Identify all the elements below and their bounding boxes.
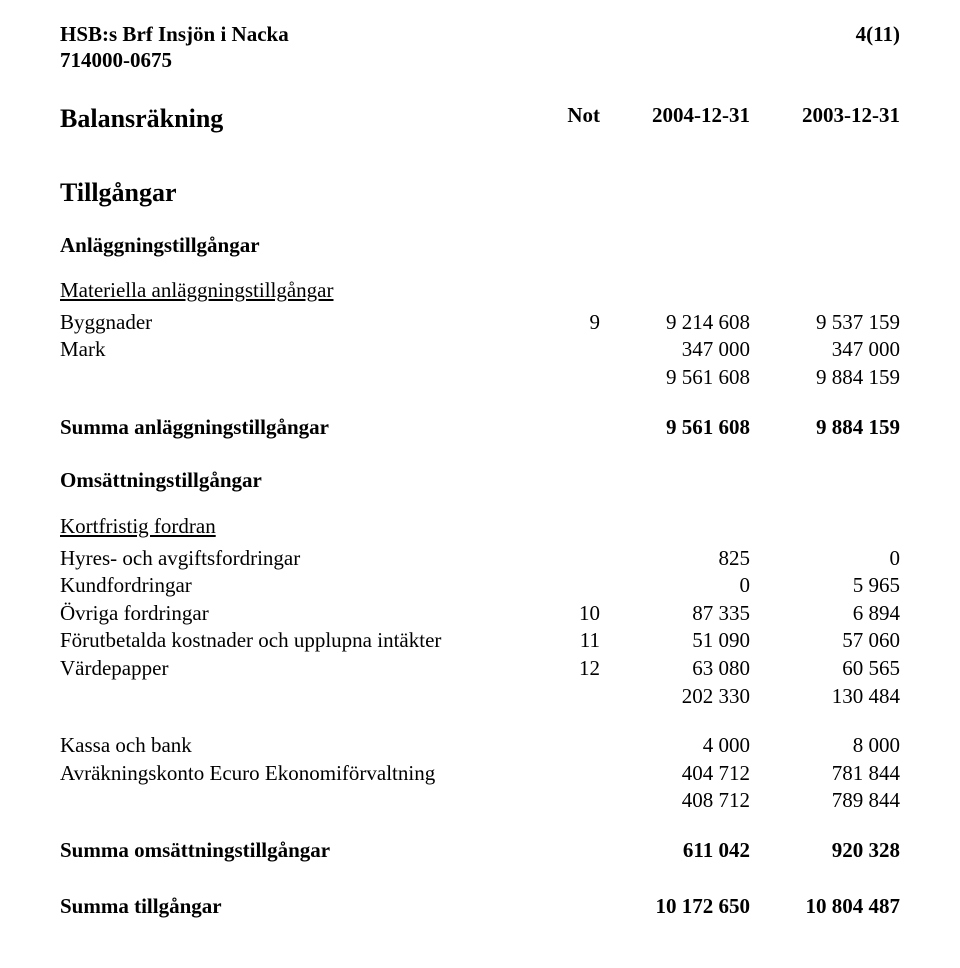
cell-empty — [540, 838, 600, 864]
cell-empty — [540, 761, 600, 787]
cell-y1: 825 — [600, 546, 750, 572]
cell-y2: 9 884 159 — [750, 365, 900, 391]
cell-label: Kundfordringar — [60, 573, 540, 599]
row-hyres: Hyres- och avgiftsfordringar 825 0 — [60, 546, 900, 572]
cell-y1: 0 — [600, 573, 750, 599]
cell-y1: 9 561 608 — [600, 415, 750, 441]
cell-empty — [540, 365, 600, 391]
cell-y2: 60 565 — [750, 656, 900, 682]
cell-y2: 9 537 159 — [750, 310, 900, 336]
cell-empty — [60, 788, 540, 814]
row-forut: Förutbetalda kostnader och upplupna intä… — [60, 628, 900, 654]
document-page: HSB:s Brf Insjön i Nacka 4(11) 714000-06… — [0, 0, 960, 919]
cell-y1: 611 042 — [600, 838, 750, 864]
row-kassa: Kassa och bank 4 000 8 000 — [60, 733, 900, 759]
org-number: 714000-0675 — [60, 48, 900, 74]
col-year2-header: 2003-12-31 — [750, 103, 900, 135]
page-indicator: 4(11) — [856, 22, 900, 48]
cell-y1: 408 712 — [600, 788, 750, 814]
cell-y1: 51 090 — [600, 628, 750, 654]
col-year1-header: 2004-12-31 — [600, 103, 750, 135]
cell-label: Summa tillgångar — [60, 894, 540, 920]
cell-empty — [60, 365, 540, 391]
cell-empty — [60, 684, 540, 710]
row-kund: Kundfordringar 0 5 965 — [60, 573, 900, 599]
org-name: HSB:s Brf Insjön i Nacka — [60, 22, 289, 48]
cell-y2: 920 328 — [750, 838, 900, 864]
cell-label: Avräkningskonto Ecuro Ekonomiförvaltning — [60, 761, 540, 787]
title-row: Balansräkning Not 2004-12-31 2003-12-31 — [60, 103, 900, 135]
cell-not — [540, 546, 600, 572]
cell-y1: 347 000 — [600, 337, 750, 363]
omsattning-heading: Omsättningstillgångar — [60, 468, 900, 494]
cell-y1: 63 080 — [600, 656, 750, 682]
cell-not: 10 — [540, 601, 600, 627]
kortfristig-heading: Kortfristig fordran — [60, 514, 900, 540]
cell-label: Summa omsättningstillgångar — [60, 838, 540, 864]
cell-empty — [540, 894, 600, 920]
cell-y2: 789 844 — [750, 788, 900, 814]
cell-y1: 9 561 608 — [600, 365, 750, 391]
cell-y2: 57 060 — [750, 628, 900, 654]
cell-label: Värdepapper — [60, 656, 540, 682]
row-byggnader: Byggnader 9 9 214 608 9 537 159 — [60, 310, 900, 336]
cell-y2: 5 965 — [750, 573, 900, 599]
row-mark: Mark 347 000 347 000 — [60, 337, 900, 363]
cell-y2: 781 844 — [750, 761, 900, 787]
cell-y1: 10 172 650 — [600, 894, 750, 920]
cell-label: Hyres- och avgiftsfordringar — [60, 546, 540, 572]
cell-y2: 347 000 — [750, 337, 900, 363]
cell-y2: 130 484 — [750, 684, 900, 710]
cell-y1: 202 330 — [600, 684, 750, 710]
anlaggning-heading: Anläggningstillgångar — [60, 233, 900, 259]
cell-y2: 8 000 — [750, 733, 900, 759]
col-not-header: Not — [540, 103, 600, 135]
cell-empty — [540, 684, 600, 710]
cell-y2: 6 894 — [750, 601, 900, 627]
cell-empty — [540, 415, 600, 441]
cell-y2: 10 804 487 — [750, 894, 900, 920]
row-summa-oms: Summa omsättningstillgångar 611 042 920 … — [60, 838, 900, 864]
cell-label: Övriga fordringar — [60, 601, 540, 627]
cell-y1: 87 335 — [600, 601, 750, 627]
cell-y1: 9 214 608 — [600, 310, 750, 336]
cell-not: 12 — [540, 656, 600, 682]
cell-not: 9 — [540, 310, 600, 336]
row-subtotal-2: 202 330 130 484 — [60, 684, 900, 710]
row-subtotal-1: 9 561 608 9 884 159 — [60, 365, 900, 391]
row-varde: Värdepapper 12 63 080 60 565 — [60, 656, 900, 682]
cell-label: Kassa och bank — [60, 733, 540, 759]
cell-y1: 404 712 — [600, 761, 750, 787]
cell-label: Summa anläggningstillgångar — [60, 415, 540, 441]
balance-title: Balansräkning — [60, 103, 540, 135]
header-row: HSB:s Brf Insjön i Nacka 4(11) — [60, 22, 900, 48]
cell-label: Mark — [60, 337, 540, 363]
cell-label: Byggnader — [60, 310, 540, 336]
cell-y1: 4 000 — [600, 733, 750, 759]
row-subtotal-3: 408 712 789 844 — [60, 788, 900, 814]
row-ovriga: Övriga fordringar 10 87 335 6 894 — [60, 601, 900, 627]
cell-empty — [540, 733, 600, 759]
row-avrak: Avräkningskonto Ecuro Ekonomiförvaltning… — [60, 761, 900, 787]
cell-y2: 0 — [750, 546, 900, 572]
cell-not — [540, 337, 600, 363]
cell-empty — [540, 788, 600, 814]
cell-not: 11 — [540, 628, 600, 654]
row-summa-till: Summa tillgångar 10 172 650 10 804 487 — [60, 894, 900, 920]
cell-y2: 9 884 159 — [750, 415, 900, 441]
cell-label: Förutbetalda kostnader och upplupna intä… — [60, 628, 540, 654]
materiella-heading: Materiella anläggningstillgångar — [60, 278, 900, 304]
row-summa-anl: Summa anläggningstillgångar 9 561 608 9 … — [60, 415, 900, 441]
cell-not — [540, 573, 600, 599]
tillgangar-heading: Tillgångar — [60, 177, 900, 209]
